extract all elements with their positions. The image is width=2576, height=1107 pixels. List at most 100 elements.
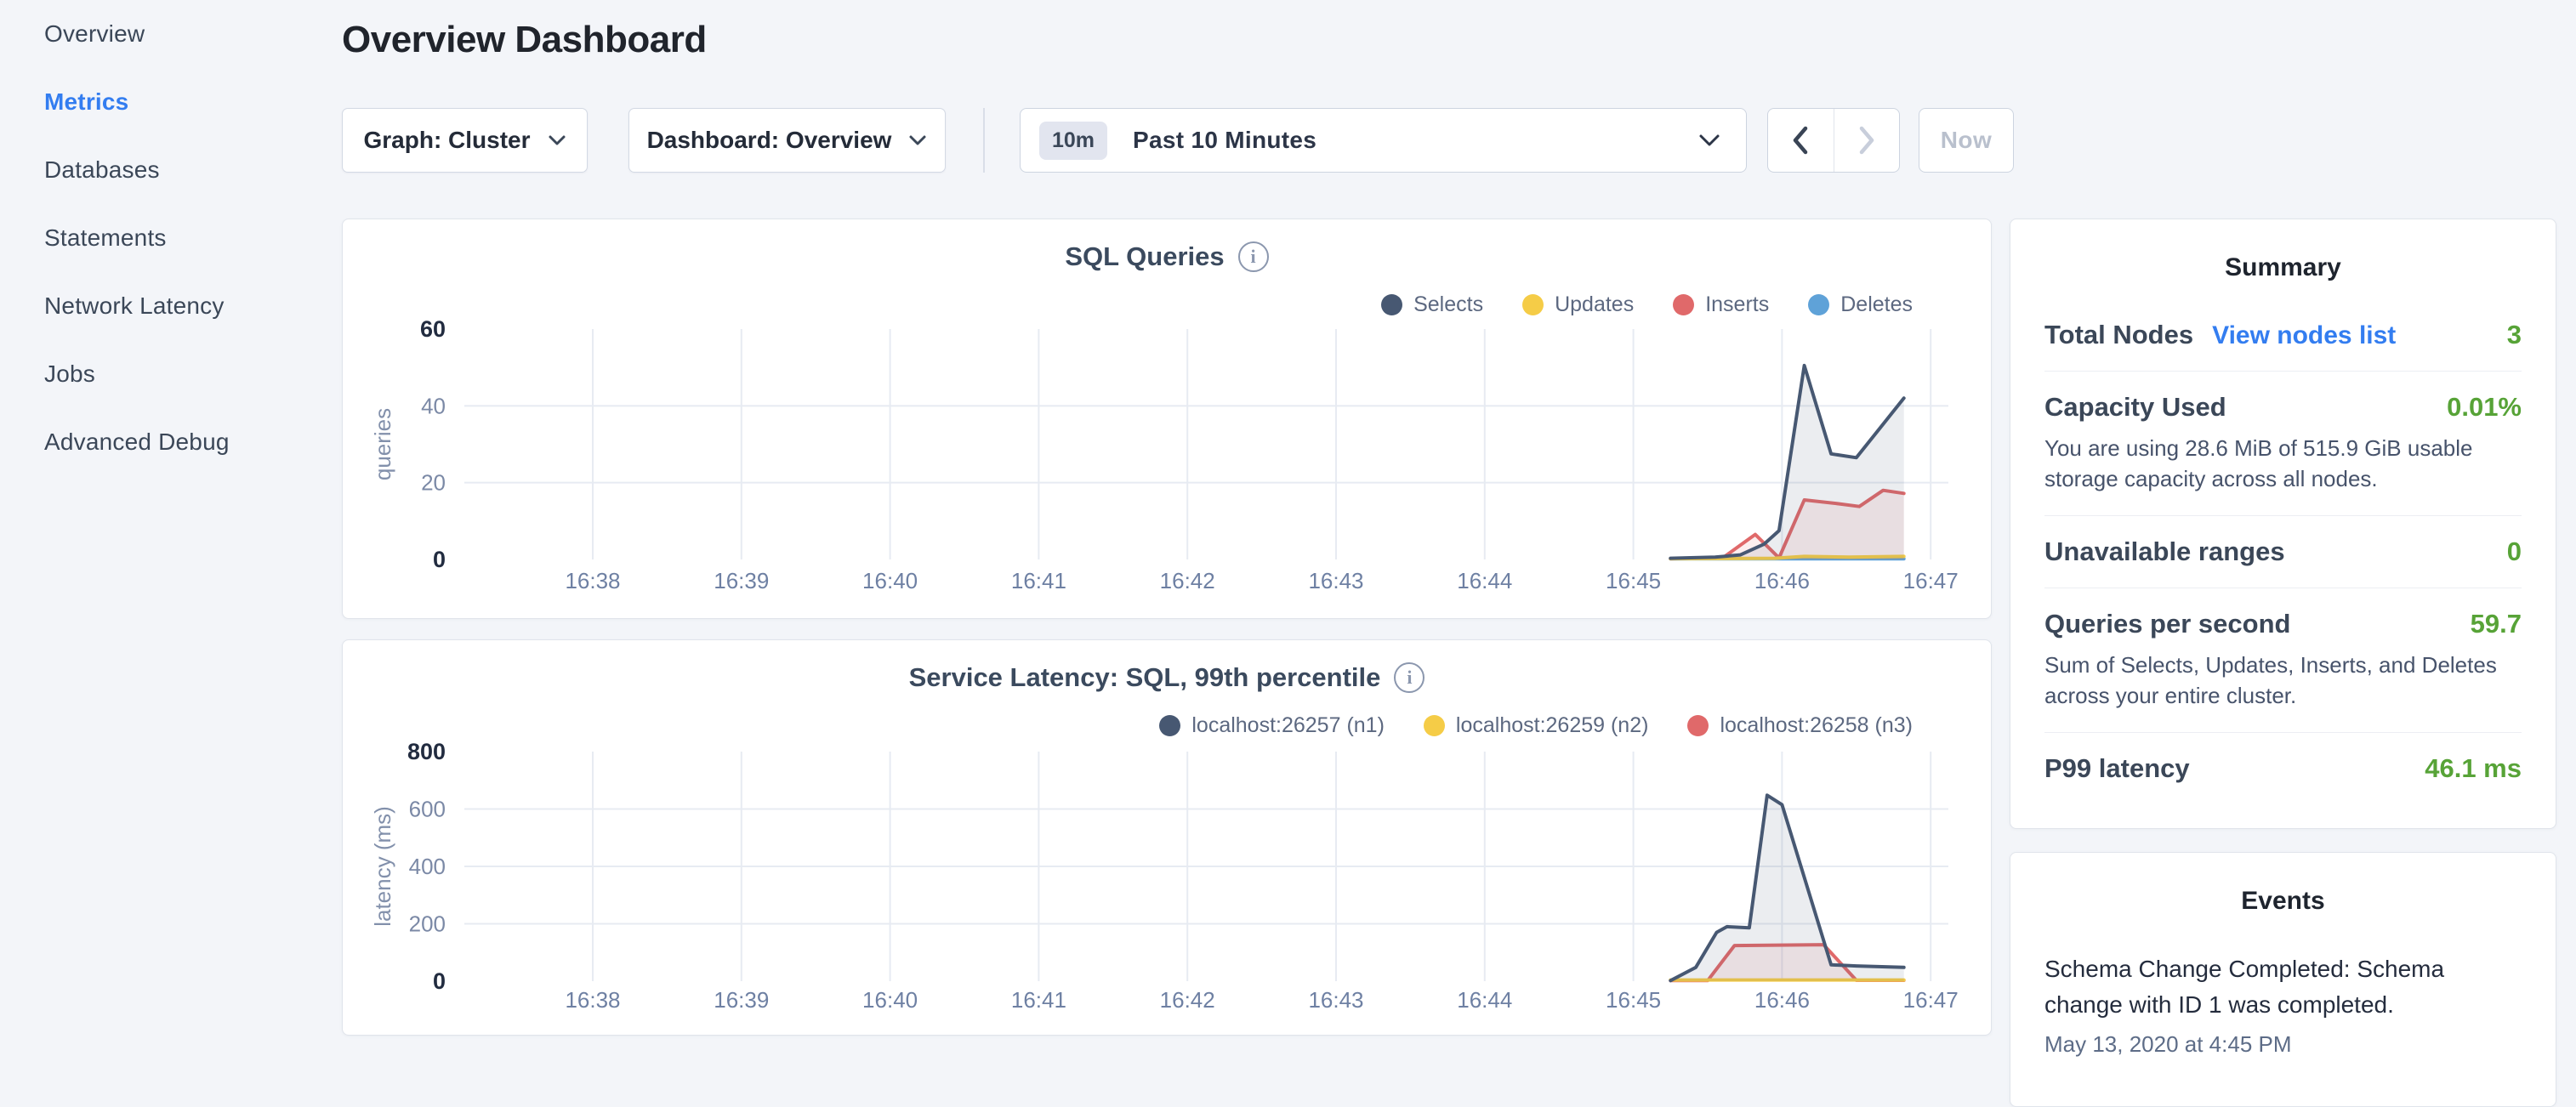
sidebar-item-overview[interactable]: Overview <box>0 0 340 68</box>
summary-row: Capacity Used 0.01% <box>2044 392 2522 423</box>
summary-row-description: You are using 28.6 MiB of 515.9 GiB usab… <box>2044 433 2522 495</box>
svg-text:16:44: 16:44 <box>1457 568 1512 593</box>
svg-text:16:39: 16:39 <box>714 987 769 1013</box>
divider <box>2044 371 2522 372</box>
summary-row-label: Capacity Used <box>2044 392 2226 423</box>
svg-text:16:38: 16:38 <box>565 568 620 593</box>
summary-row-value: 46.1 ms <box>2425 753 2522 784</box>
svg-text:16:44: 16:44 <box>1457 987 1512 1013</box>
legend-dot-icon <box>1808 294 1829 315</box>
time-range-badge: 10m <box>1039 122 1107 160</box>
sql-queries-plot[interactable]: 16:3816:3916:4016:4116:4216:4316:4416:45… <box>343 219 1991 618</box>
svg-text:16:43: 16:43 <box>1308 987 1363 1013</box>
svg-text:0: 0 <box>433 968 446 994</box>
svg-text:16:42: 16:42 <box>1160 987 1215 1013</box>
sidebar-item-network-latency[interactable]: Network Latency <box>0 272 340 340</box>
summary-row-value: 0 <box>2507 536 2522 567</box>
legend-dot-icon <box>1424 715 1445 736</box>
svg-text:16:39: 16:39 <box>714 568 769 593</box>
chevron-right-icon <box>1857 125 1876 156</box>
svg-text:16:45: 16:45 <box>1606 568 1661 593</box>
legend-item[interactable]: localhost:26258 (n3) <box>1687 713 1913 738</box>
legend-label: Inserts <box>1705 292 1769 317</box>
summary-row-label: Unavailable ranges <box>2044 536 2285 567</box>
events-panel: Events Schema Change Completed: Schema c… <box>2010 852 2556 1107</box>
svg-text:16:46: 16:46 <box>1754 987 1810 1013</box>
controls-divider <box>983 108 985 173</box>
page-title: Overview Dashboard <box>342 19 707 61</box>
event-timestamp: May 13, 2020 at 4:45 PM <box>2044 1031 2522 1058</box>
chart-legend: Selects Updates Inserts Deletes <box>1381 292 1913 317</box>
svg-text:16:46: 16:46 <box>1754 568 1810 593</box>
legend-dot-icon <box>1522 294 1544 315</box>
summary-row-description: Sum of Selects, Updates, Inserts, and De… <box>2044 650 2522 712</box>
svg-text:16:47: 16:47 <box>1903 987 1959 1013</box>
view-nodes-list-link[interactable]: View nodes list <box>2212 321 2396 350</box>
time-back-button[interactable] <box>1768 109 1834 172</box>
sidebar-item-metrics[interactable]: Metrics <box>0 68 340 136</box>
svg-text:60: 60 <box>420 316 446 342</box>
svg-text:16:41: 16:41 <box>1011 987 1066 1013</box>
svg-text:600: 600 <box>409 797 446 822</box>
summary-row-value: 3 <box>2507 320 2522 350</box>
legend-dot-icon <box>1673 294 1694 315</box>
legend-item[interactable]: localhost:26257 (n1) <box>1159 713 1385 738</box>
now-button[interactable]: Now <box>1919 108 2014 173</box>
summary-row-label: P99 latency <box>2044 753 2190 784</box>
sidebar-item-databases[interactable]: Databases <box>0 136 340 204</box>
legend-dot-icon <box>1687 715 1709 736</box>
chevron-down-icon <box>548 134 566 146</box>
legend-item[interactable]: Updates <box>1522 292 1634 317</box>
summary-row: Queries per second 59.7 <box>2044 609 2522 639</box>
summary-row-label: Total Nodes <box>2044 320 2193 350</box>
info-icon[interactable]: i <box>1238 241 1269 272</box>
summary-row-label: Queries per second <box>2044 609 2290 639</box>
legend-label: Selects <box>1413 292 1483 317</box>
legend-label: localhost:26257 (n1) <box>1191 713 1385 738</box>
time-forward-button[interactable] <box>1834 109 1900 172</box>
chevron-down-icon <box>908 134 927 146</box>
events-title: Events <box>2010 887 2556 916</box>
legend-dot-icon <box>1381 294 1402 315</box>
summary-panel: Summary Total NodesView nodes list3Capac… <box>2010 219 2556 829</box>
info-icon[interactable]: i <box>1394 662 1424 693</box>
summary-rows: Total Nodes View nodes list 3 Capacity Used… <box>2044 320 2522 784</box>
svg-text:16:43: 16:43 <box>1308 568 1363 593</box>
summary-row-value: 59.7 <box>2471 609 2522 639</box>
legend-item[interactable]: localhost:26259 (n2) <box>1424 713 1649 738</box>
svg-text:16:40: 16:40 <box>862 568 918 593</box>
graph-select-label: Graph: Cluster <box>363 127 530 154</box>
chart-title: SQL Queries <box>1065 241 1224 272</box>
dashboard-select[interactable]: Dashboard: Overview <box>628 108 946 173</box>
svg-text:16:47: 16:47 <box>1903 568 1959 593</box>
legend-item[interactable]: Deletes <box>1808 292 1913 317</box>
sidebar-item-jobs[interactable]: Jobs <box>0 340 340 408</box>
sidebar-item-statements[interactable]: Statements <box>0 204 340 272</box>
time-range-select[interactable]: 10m Past 10 Minutes <box>1020 108 1747 173</box>
summary-row-value: 0.01% <box>2447 392 2522 423</box>
sidebar-item-advanced-debug[interactable]: Advanced Debug <box>0 408 340 476</box>
service-latency-chart-card: 16:3816:3916:4016:4116:4216:4316:4416:45… <box>342 639 1992 1036</box>
svg-text:16:45: 16:45 <box>1606 987 1661 1013</box>
legend-item[interactable]: Selects <box>1381 292 1483 317</box>
legend-item[interactable]: Inserts <box>1673 292 1769 317</box>
chart-title: Service Latency: SQL, 99th percentile <box>909 662 1381 693</box>
svg-text:40: 40 <box>421 393 446 418</box>
svg-text:16:41: 16:41 <box>1011 568 1066 593</box>
time-range-label: Past 10 Minutes <box>1133 127 1316 154</box>
event-message[interactable]: Schema Change Completed: Schema change w… <box>2044 951 2522 1023</box>
legend-dot-icon <box>1159 715 1180 736</box>
summary-row: Unavailable ranges 0 <box>2044 536 2522 567</box>
sidebar: OverviewMetricsDatabasesStatementsNetwor… <box>0 0 340 476</box>
svg-text:200: 200 <box>409 911 446 937</box>
time-step-button-group <box>1767 108 1900 173</box>
svg-text:800: 800 <box>407 739 446 764</box>
service-latency-plot[interactable]: 16:3816:3916:4016:4116:4216:4316:4416:45… <box>343 640 1991 1035</box>
summary-row: Total Nodes View nodes list 3 <box>2044 320 2522 350</box>
summary-row: P99 latency 46.1 ms <box>2044 753 2522 784</box>
legend-label: Deletes <box>1840 292 1913 317</box>
chevron-left-icon <box>1791 125 1810 156</box>
graph-select[interactable]: Graph: Cluster <box>342 108 588 173</box>
legend-label: localhost:26258 (n3) <box>1720 713 1913 738</box>
svg-text:16:40: 16:40 <box>862 987 918 1013</box>
